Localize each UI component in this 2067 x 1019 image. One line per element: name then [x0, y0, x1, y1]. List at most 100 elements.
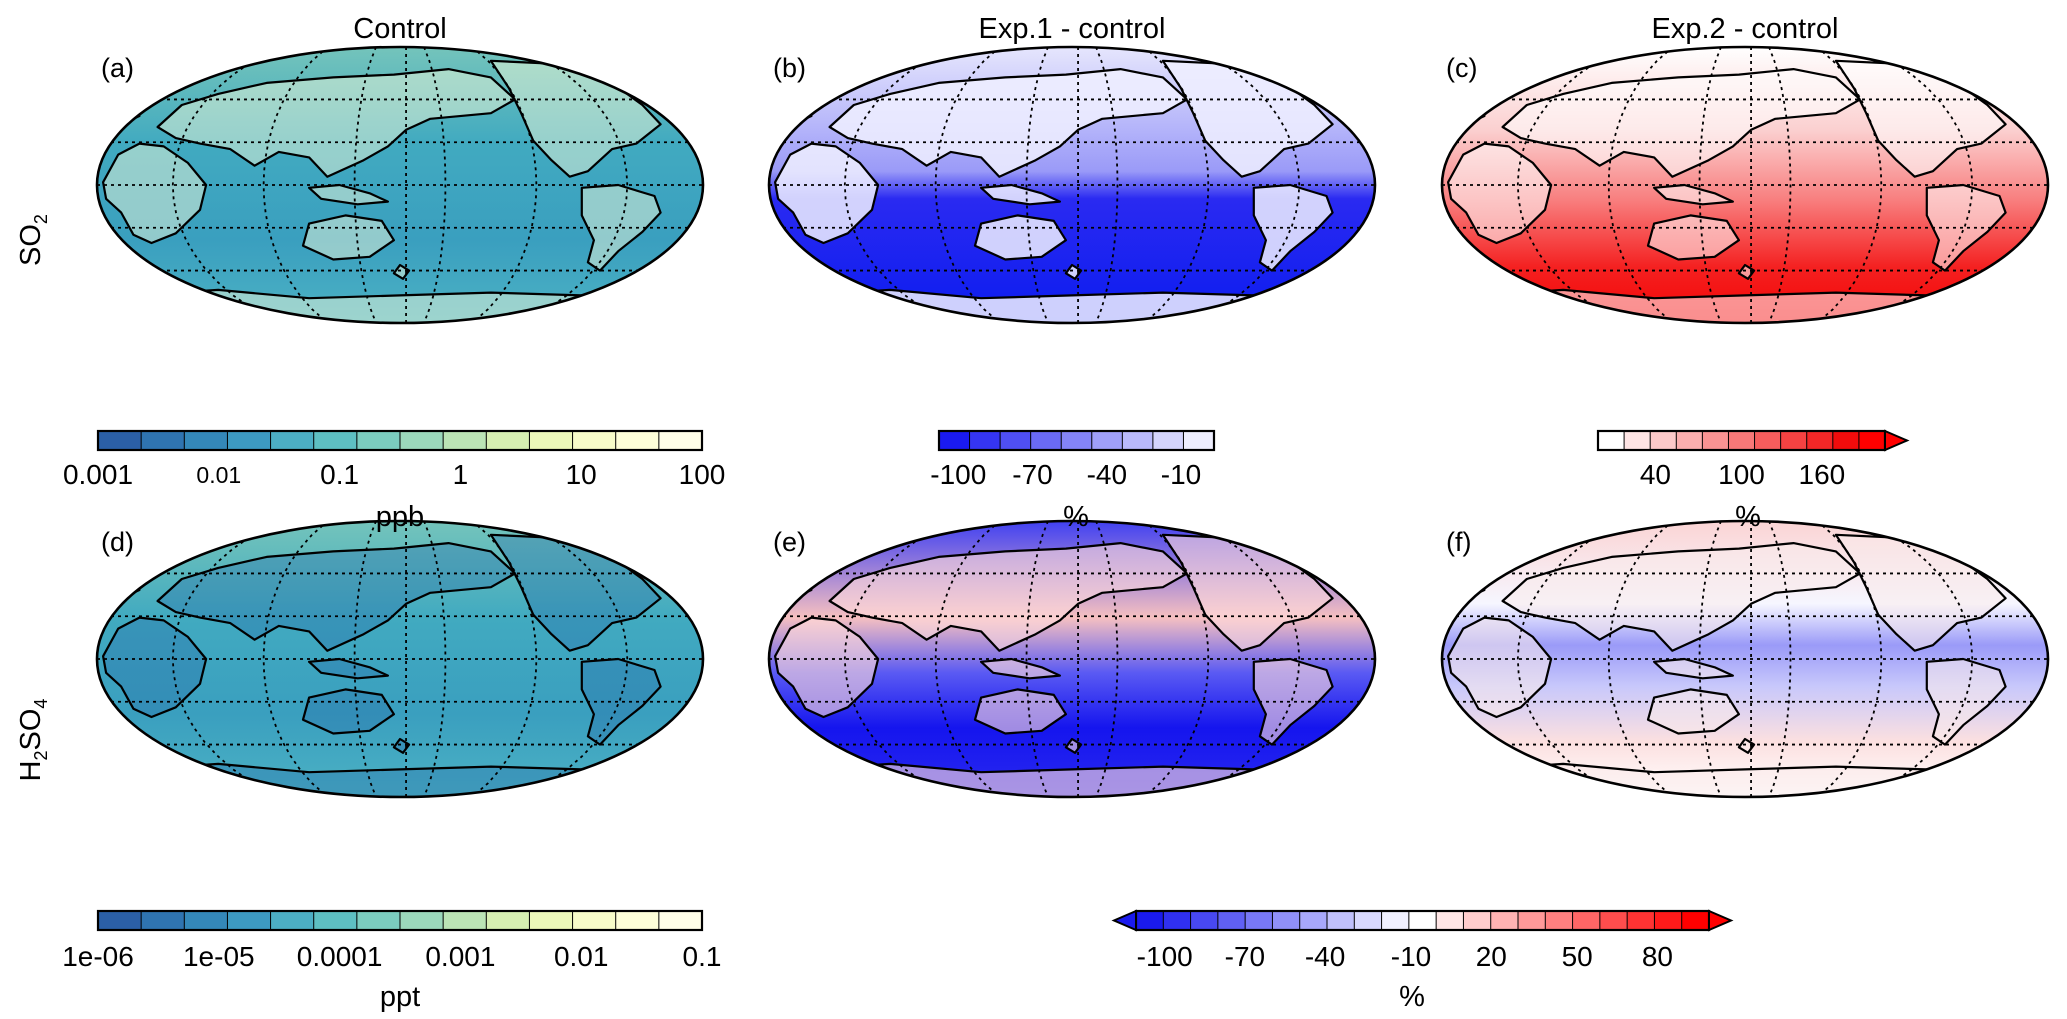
colorbar-tick-label: 0.01 [196, 462, 241, 488]
colorbar-tick-label: 0.001 [63, 459, 133, 490]
graticule-meridian [1698, 47, 1722, 323]
colorbar-swatch [1654, 911, 1683, 930]
colorbar-tick-label: 0.001 [425, 941, 495, 972]
land-outline [774, 142, 880, 245]
colorbar-tick-label: 1e-05 [183, 941, 255, 972]
colorbar-tick-label: 80 [1642, 941, 1673, 972]
colorbar-swatch [1676, 431, 1703, 450]
row-label-h2so4: H2SO4 [15, 699, 51, 782]
colorbar-cb-c: 40 100 160% [1596, 429, 1910, 533]
land-outline [102, 142, 208, 245]
land-outline [156, 542, 517, 652]
colorbar-swatch [1091, 431, 1123, 450]
graticule-meridian [519, 521, 629, 797]
colorbar-tick-label: -40 [1305, 941, 1345, 972]
colorbar-swatch [227, 431, 272, 450]
land-outline [1447, 142, 1553, 245]
colorbar-swatch [1381, 911, 1410, 930]
colorbar-cb-ef: -100 -70 -40 -10 20 50 80% [1111, 909, 1734, 1013]
row-label-so2: SO2 [15, 214, 51, 266]
graticule-meridian [843, 47, 953, 323]
colorbar-extend-max [1708, 909, 1734, 932]
panel-label-e: (e) [773, 527, 806, 557]
colorbar-tick-label: 1e-06 [62, 941, 134, 972]
graticule-meridian [1768, 47, 1792, 323]
land-outline [580, 657, 662, 746]
colorbar-swatch [1272, 911, 1301, 930]
colorbar-swatch [1780, 431, 1808, 450]
colorbar-tick-label: 0.0001 [297, 941, 383, 972]
land-outline [392, 263, 411, 280]
panel-label-d: (d) [101, 527, 134, 557]
panels: (a) (b) (c) (d) (e) (f) [95, 45, 2050, 799]
colorbar-swatch [1354, 911, 1383, 930]
colorbar-tick-label: 0.01 [554, 941, 609, 972]
colorbar-tick-label: -100 [1137, 941, 1193, 972]
colorbar-swatch [98, 431, 142, 450]
map-border-d [95, 519, 705, 799]
land-outline [1737, 737, 1756, 754]
colorbar-tick-label: 40 [1640, 459, 1671, 490]
column-title-control: Control [353, 13, 447, 45]
colorbar-swatch [1436, 911, 1464, 930]
graticule-meridian [262, 521, 329, 797]
colorbar-swatch [1190, 911, 1219, 930]
land-outline [392, 737, 411, 754]
colorbar-frame [96, 429, 704, 452]
colorbar-swatch [529, 431, 574, 450]
colorbar-cb-a: 0.001 0.01 0.1 1 10 100 ppb [63, 429, 726, 533]
colorbar-swatch [1061, 431, 1093, 450]
colorbar-swatch [356, 911, 401, 930]
colorbar-swatch [184, 911, 228, 930]
colorbar-tick-label: -10 [1161, 459, 1201, 490]
colorbar-swatch [1245, 911, 1273, 930]
colorbar-swatch [529, 911, 574, 930]
colorbar-unit: ppt [380, 981, 420, 1013]
colorbar-swatch [1728, 431, 1756, 450]
colorbar-swatch [1183, 431, 1215, 450]
colorbar-swatch [1681, 911, 1710, 930]
colorbar-swatch [969, 431, 1001, 450]
colorbar-swatch [486, 911, 530, 930]
colorbar-cb-b: -100 -70 -40 -10% [930, 429, 1216, 533]
graticule-meridian [1191, 521, 1301, 797]
colorbar-frame [96, 909, 704, 932]
land-outline [156, 68, 517, 178]
land-outline [301, 688, 395, 735]
map-panel-b: (b) [767, 45, 1377, 325]
panel-label-f: (f) [1446, 527, 1471, 557]
colorbar-unit: % [1399, 981, 1425, 1013]
colorbar-swatch [1152, 431, 1184, 450]
panel-label-c: (c) [1446, 53, 1477, 83]
colorbar-swatch [1463, 911, 1492, 930]
colorbar-tick-label: 0.1 [320, 459, 359, 490]
colorbar-swatch [1299, 911, 1328, 930]
land-outline [1737, 263, 1756, 280]
graticule-meridian [934, 521, 1001, 797]
colorbar-extend-min [1111, 909, 1137, 932]
land-outline [308, 657, 389, 680]
colorbar-swatch [141, 911, 185, 930]
colorbar-unit: ppb [376, 501, 424, 533]
land-outline [828, 542, 1189, 652]
colorbar-swatch [270, 911, 315, 930]
colorbar-swatch [400, 911, 444, 930]
graticule-meridian [423, 47, 447, 323]
colorbar-swatch [658, 911, 703, 930]
graticule-meridian [353, 521, 377, 797]
map-border-b [767, 45, 1377, 325]
graticule-meridian [171, 47, 281, 323]
land-outline [980, 183, 1061, 206]
graticule-meridian [1025, 47, 1049, 323]
map-border-f [1440, 519, 2050, 799]
colorbar-tick-label: 50 [1562, 941, 1593, 972]
colorbar-swatch [1650, 431, 1677, 450]
land-outline [1646, 688, 1740, 735]
graticule-meridian [423, 521, 447, 797]
colorbar-unit: % [1735, 501, 1761, 533]
land-outline [301, 214, 395, 261]
land-outline [580, 183, 662, 272]
colorbar-tick-label: 100 [679, 459, 726, 490]
graticule-meridian [1095, 521, 1119, 797]
map-panel-c: (c) [1440, 45, 2050, 325]
